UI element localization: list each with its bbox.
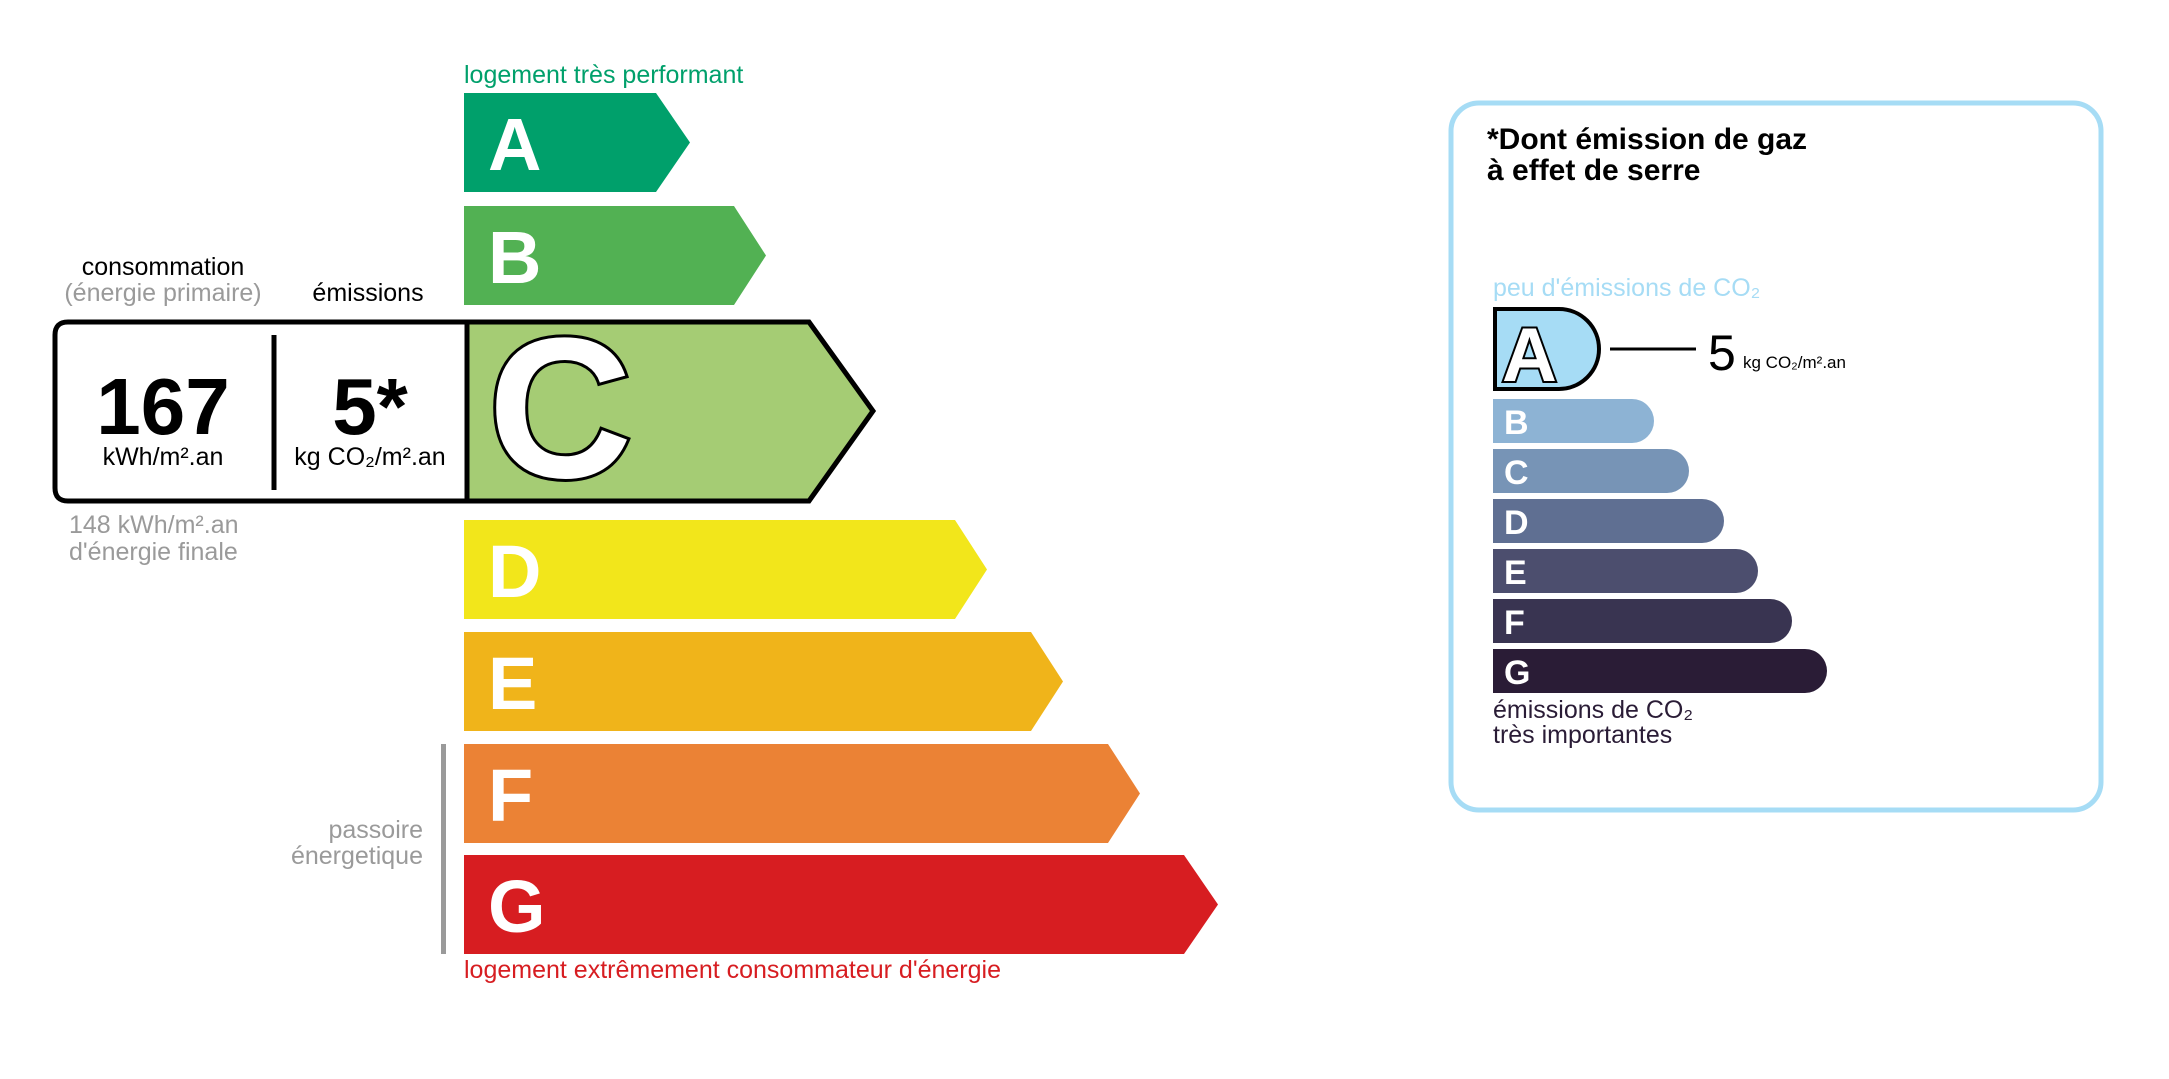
ges-bar-d [1493,499,1724,543]
ges-top-label: peu d'émissions de CO₂ [1493,274,1760,302]
ges-bar-e [1493,549,1758,593]
consumption-title: consommation [82,253,245,281]
energy-letter-g: G [488,865,546,948]
ges-letter-b: B [1504,404,1529,442]
consumption-unit: kWh/m².an [103,443,224,471]
ges-panel [1448,100,2104,813]
emissions-value: 5* [332,362,408,451]
consumption-subtitle: (énergie primaire) [64,279,261,307]
ges-letter-e: E [1504,554,1527,592]
energy-letter-f: F [488,754,533,837]
ges-title-2: à effet de serre [1487,154,1700,187]
passoire-label-1: passoire [329,816,424,844]
ges-letter-g: G [1504,654,1530,692]
ges-value: 5 [1708,325,1736,381]
energy-bar-g [464,855,1218,954]
ges-bar-f [1493,599,1792,643]
ges-current-badge [1493,307,1601,391]
passoire-bracket [441,744,446,954]
ges-bottom-label-1: émissions de CO₂ [1493,696,1693,724]
top-label: logement très performant [464,61,743,89]
current-class-arrow [464,319,877,504]
ges-bar-g [1493,649,1827,693]
energy-bar-b [464,206,766,305]
energy-bar-d [464,520,987,619]
consumption-value: 167 [96,362,229,451]
final-energy-label: d'énergie finale [69,538,238,566]
emissions-title: émissions [312,279,423,307]
ges-bottom-label-2: très importantes [1493,721,1672,749]
ges-bar-b [1493,399,1654,443]
bottom-label: logement extrêmement consommateur d'éner… [464,956,1001,984]
energy-bar-a [464,93,690,192]
ges-title-1: *Dont émission de gaz [1487,123,1807,156]
energy-letter-e: E [488,642,537,725]
consumption-box [52,319,467,504]
ges-bar-c [1493,449,1689,493]
emissions-unit: kg CO₂/m².an [294,443,445,471]
energy-bar-f [464,744,1140,843]
energy-letter-a: A [488,103,541,186]
passoire-label-2: énergetique [291,842,423,870]
ges-letter-c: C [1504,454,1529,492]
energy-letter-b: B [488,216,541,299]
final-energy-value: 148 kWh/m².an [69,511,239,539]
energy-letter-d: D [488,530,541,613]
energy-bar-e [464,632,1063,731]
ges-unit: kg CO₂/m².an [1743,353,1846,372]
ges-letter-d: D [1504,504,1529,542]
current-class-letter: C [488,297,632,520]
ges-letter-f: F [1504,604,1525,642]
ges-current-letter: A [1502,313,1557,398]
